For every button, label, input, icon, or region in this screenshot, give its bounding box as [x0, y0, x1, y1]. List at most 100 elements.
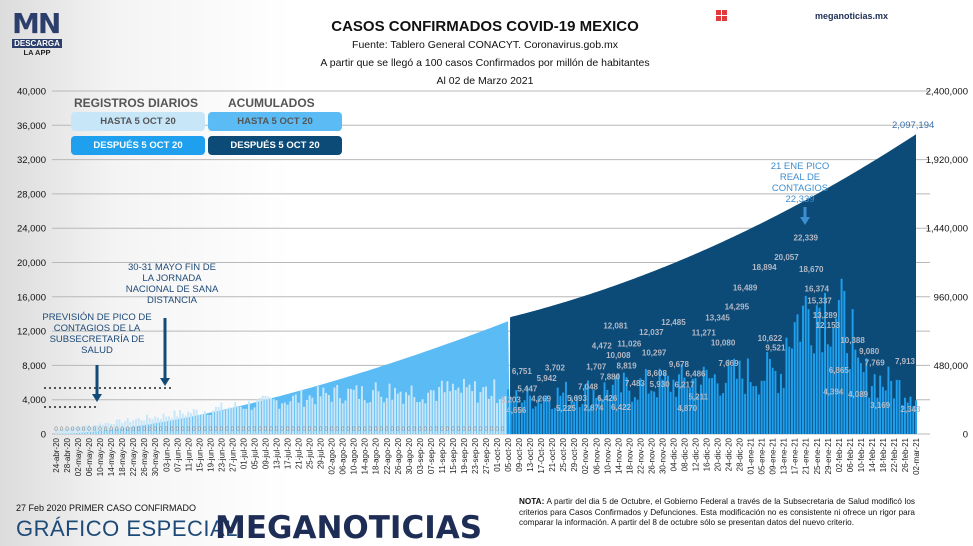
daily-bar	[501, 397, 504, 434]
daily-bar	[884, 390, 887, 434]
zero-label: 0	[175, 426, 179, 433]
daily-bar	[705, 369, 708, 434]
brand-post: NOTICIAS	[316, 510, 483, 546]
zero-label: 0	[286, 426, 290, 433]
daily-bar	[622, 372, 625, 434]
zero-label: 0	[142, 426, 146, 433]
daily-bar	[416, 402, 419, 434]
daily-bar	[74, 426, 77, 434]
daily-bar	[440, 380, 443, 434]
zero-label: 0	[253, 426, 257, 433]
daily-bar	[132, 420, 135, 434]
x-axis-tick: 22-may-20	[129, 437, 138, 476]
daily-bar	[573, 401, 576, 434]
grid-menu-icon[interactable]	[716, 10, 727, 21]
zero-label: 0	[87, 426, 91, 433]
daily-data-label: 6,217	[674, 381, 695, 390]
daily-bar	[650, 390, 653, 434]
zero-label: 0	[54, 426, 58, 433]
daily-bar	[154, 416, 157, 434]
zero-label: 0	[346, 426, 350, 433]
daily-bar	[173, 410, 176, 434]
daily-bar	[391, 399, 394, 434]
daily-bar	[236, 406, 239, 434]
x-axis-tick: 27-jun-20	[228, 437, 237, 471]
x-axis-tick: 19-sep-20	[460, 437, 469, 474]
daily-bar	[115, 419, 118, 434]
daily-bar	[195, 409, 198, 434]
daily-bar	[859, 363, 862, 434]
daily-bar	[609, 398, 612, 434]
daily-bar	[123, 421, 126, 434]
daily-bar	[88, 425, 91, 434]
x-axis-tick: 18-ago-20	[372, 437, 381, 474]
daily-bar	[628, 390, 631, 434]
daily-bar	[854, 349, 857, 434]
zero-label: 0	[98, 426, 102, 433]
daily-bar	[399, 391, 402, 434]
daily-data-label: 7,880	[600, 372, 621, 381]
zero-label: 0	[126, 426, 130, 433]
zero-label: 0	[214, 426, 218, 433]
site-url[interactable]: meganoticias.mx	[815, 11, 889, 21]
daily-bar	[110, 423, 113, 434]
daily-data-label: 6,751	[512, 367, 533, 376]
daily-bar	[904, 397, 906, 434]
daily-bar	[686, 388, 689, 434]
x-axis-tick: 14-feb-21	[868, 437, 877, 472]
meganoticias-app-logo[interactable]: MN DESCARGA LA APP	[12, 10, 62, 57]
daily-bar	[529, 395, 532, 434]
daily-bar	[545, 395, 548, 434]
daily-bar	[223, 410, 226, 434]
daily-data-label: 5,447	[517, 384, 538, 393]
daily-bar	[658, 368, 661, 434]
daily-bar	[259, 397, 261, 434]
daily-bar	[239, 406, 242, 434]
daily-bar	[424, 403, 427, 434]
zero-label: 0	[76, 426, 80, 433]
x-axis-tick: 06-ago-20	[339, 437, 348, 474]
chart-subtitle: A partir que se llegó a 100 casos Confir…	[320, 57, 650, 69]
daily-bar	[336, 384, 339, 434]
x-axis-tick: 10-may-20	[96, 437, 105, 476]
right-axis-tick: 480,000	[934, 361, 968, 372]
zero-label: 0	[137, 426, 141, 433]
daily-bar	[614, 375, 617, 434]
zero-label: 0	[413, 426, 417, 433]
zero-label: 0	[115, 426, 119, 433]
daily-data-label: 10,297	[642, 349, 667, 358]
x-axis-tick: 12-dic-20	[691, 437, 700, 471]
daily-bar	[584, 384, 587, 434]
daily-bar	[733, 358, 736, 434]
daily-bar	[457, 387, 460, 434]
daily-bar	[198, 415, 201, 434]
daily-bar	[344, 400, 347, 434]
x-axis-tick: 03-jun-20	[162, 437, 171, 471]
daily-bar	[104, 423, 107, 434]
daily-bar	[606, 389, 609, 434]
zero-label: 0	[368, 426, 372, 433]
zero-label: 0	[275, 426, 279, 433]
daily-bar	[873, 374, 876, 434]
daily-bar	[369, 402, 372, 434]
daily-bar	[868, 397, 871, 434]
zero-label: 0	[203, 426, 207, 433]
annotation-peak: 21 ENE PICO REAL DE CONTAGIOS 22,339	[770, 161, 830, 205]
daily-bar	[672, 379, 675, 434]
daily-bar	[267, 396, 270, 434]
zero-label: 0	[109, 426, 113, 433]
daily-bar	[220, 402, 223, 434]
daily-bar	[322, 387, 325, 434]
daily-bar	[567, 405, 570, 434]
x-axis-tick: 17-jul-20	[284, 437, 293, 469]
daily-bar	[631, 401, 634, 434]
daily-bar	[305, 399, 308, 434]
daily-bar	[711, 378, 713, 434]
cumulative-area-before	[56, 321, 511, 434]
daily-bar	[777, 393, 780, 434]
x-axis-tick: 26-may-20	[140, 437, 149, 476]
daily-bar	[71, 428, 74, 434]
daily-bar	[829, 346, 832, 434]
daily-data-label: 5,203	[501, 395, 522, 404]
daily-bar	[746, 358, 749, 434]
